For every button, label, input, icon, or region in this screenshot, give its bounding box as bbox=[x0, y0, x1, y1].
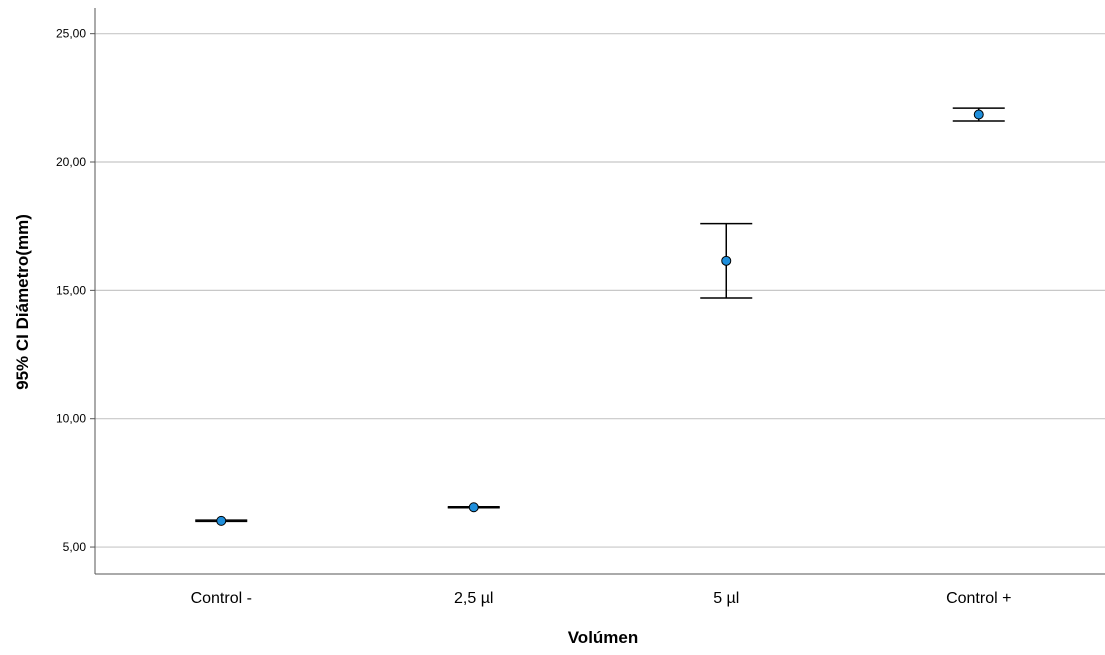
mean-point bbox=[721, 255, 732, 266]
y-tick-label: 20,00 bbox=[56, 155, 86, 169]
x-tick-label: Control + bbox=[946, 590, 1011, 607]
y-tick-label: 10,00 bbox=[56, 412, 86, 426]
x-tick-label: 2,5 µl bbox=[454, 590, 493, 607]
y-tick-labels: 5,00 10,00 15,00 20,00 25,00 bbox=[56, 27, 95, 554]
mean-point bbox=[973, 109, 984, 120]
y-tick-label: 25,00 bbox=[56, 27, 86, 41]
mean-point bbox=[468, 502, 479, 513]
gridlines bbox=[95, 33, 1105, 548]
x-axis-title: Volúmen bbox=[568, 628, 639, 647]
y-tick-label: 5,00 bbox=[63, 540, 87, 554]
x-tick-labels: Control - 2,5 µl 5 µl Control + bbox=[191, 590, 1012, 607]
y-tick-label: 15,00 bbox=[56, 283, 86, 297]
axes bbox=[94, 8, 1105, 575]
error-bars bbox=[195, 107, 1005, 523]
mean-markers bbox=[216, 109, 984, 526]
x-tick-label: Control - bbox=[191, 590, 252, 607]
x-tick-label: 5 µl bbox=[713, 590, 739, 607]
mean-point bbox=[216, 515, 227, 526]
y-axis-title: 95% CI Diámetro(mm) bbox=[13, 214, 32, 390]
